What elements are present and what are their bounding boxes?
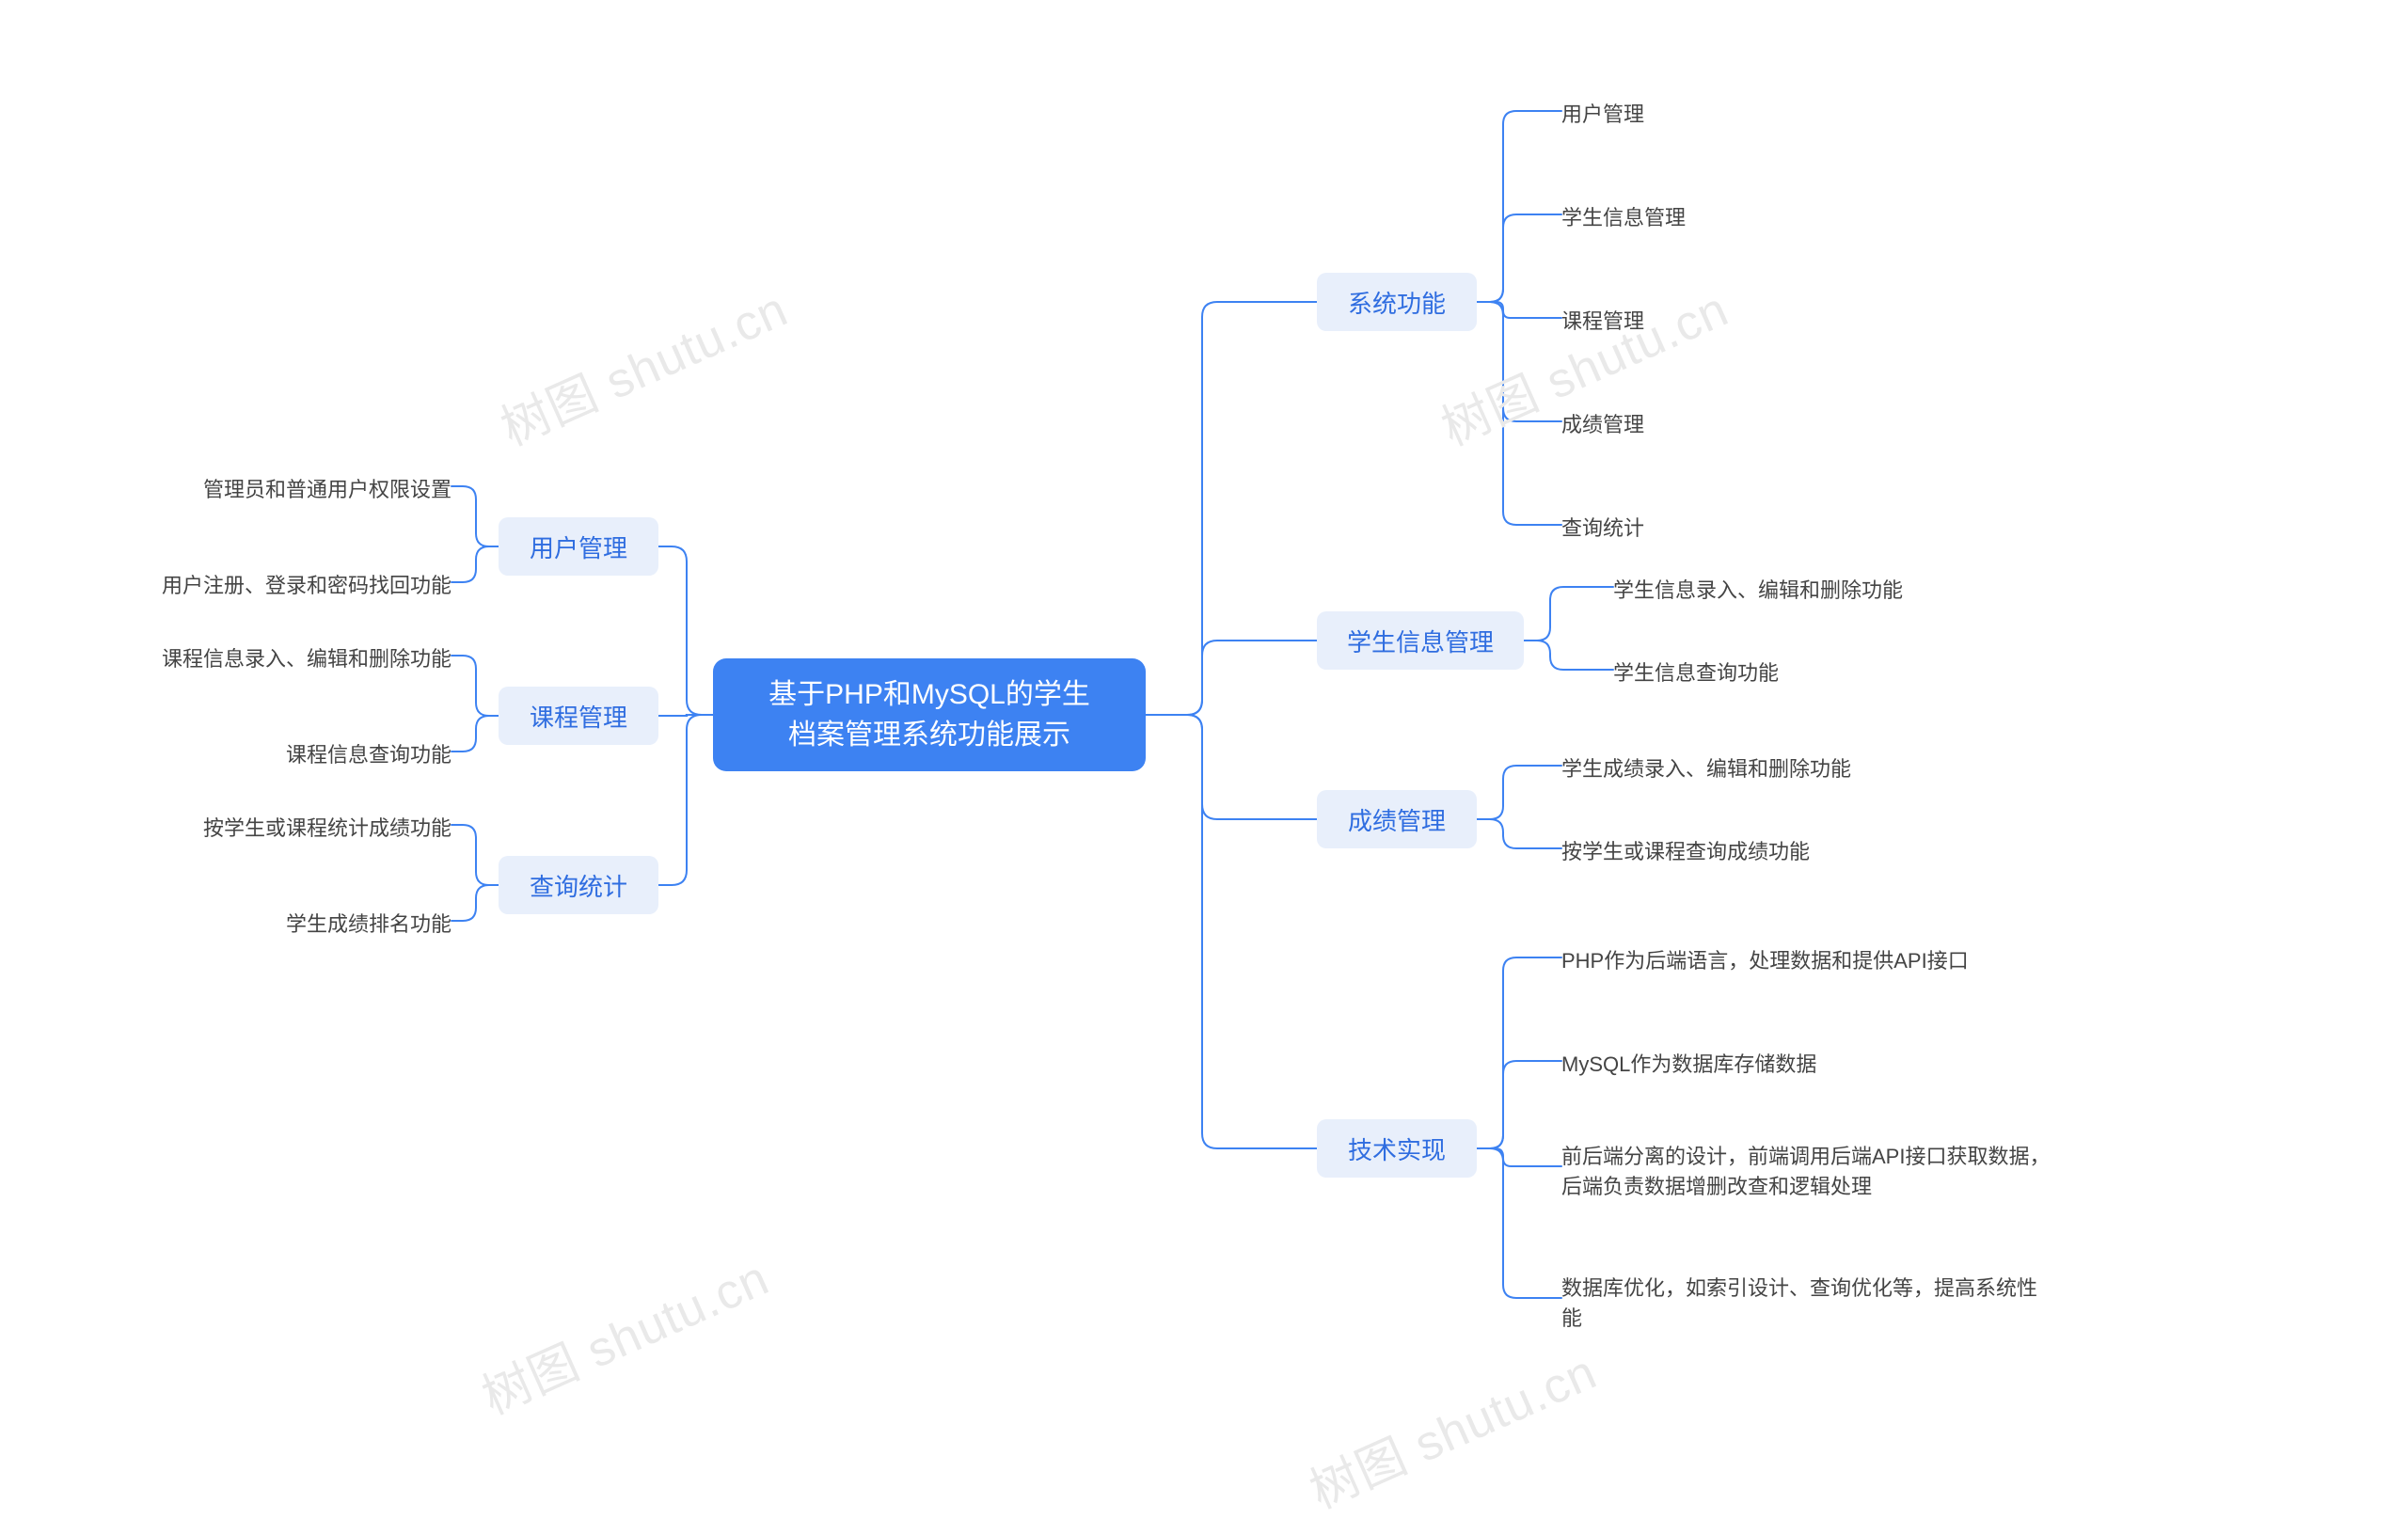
branch-node: 系统功能 (1317, 273, 1477, 331)
leaf-node: MySQL作为数据库存储数据 (1561, 1044, 1900, 1082)
leaf-text: 学生信息录入、编辑和删除功能 (1613, 574, 1903, 604)
branch-label: 查询统计 (530, 868, 627, 903)
leaf-text: 按学生或课程查询成绩功能 (1561, 835, 1810, 865)
branch-label: 技术实现 (1348, 1131, 1446, 1166)
root-line2: 档案管理系统功能展示 (788, 720, 1070, 751)
leaf-node: 查询统计 (1561, 508, 1750, 546)
leaf-text: MySQL作为数据库存储数据 (1561, 1048, 1816, 1078)
branch-node: 成绩管理 (1317, 790, 1477, 848)
branch-label: 学生信息管理 (1347, 624, 1494, 658)
leaf-text: 学生成绩录入、编辑和删除功能 (1561, 752, 1851, 783)
leaf-node: 前后端分离的设计，前端调用后端API接口获取数据，后端负责数据增删改查和逻辑处理 (1561, 1138, 2051, 1206)
leaf-node: 数据库优化，如索引设计、查询优化等，提高系统性能 (1561, 1270, 2051, 1337)
branch-node: 查询统计 (499, 856, 658, 914)
watermark: 树图 shutu.cn (1297, 1333, 1606, 1519)
watermark: 树图 shutu.cn (488, 270, 797, 459)
leaf-text: 课程信息录入、编辑和删除功能 (162, 642, 452, 672)
branch-label: 用户管理 (530, 530, 627, 564)
leaf-node: 成绩管理 (1561, 404, 1750, 442)
leaf-node: PHP作为后端语言，处理数据和提供API接口 (1561, 941, 2051, 978)
leaf-text: 学生信息查询功能 (1613, 657, 1779, 687)
branch-node: 用户管理 (499, 517, 658, 576)
branch-node: 学生信息管理 (1317, 611, 1524, 670)
branch-label: 系统功能 (1348, 285, 1446, 320)
leaf-node: 用户管理 (1561, 94, 1750, 132)
leaf-node: 课程管理 (1561, 301, 1750, 339)
leaf-node: 课程信息录入、编辑和删除功能 (103, 639, 452, 676)
leaf-text: 查询统计 (1561, 512, 1644, 542)
leaf-node: 按学生或课程查询成绩功能 (1561, 831, 1881, 869)
leaf-text: 管理员和普通用户权限设置 (203, 473, 452, 503)
leaf-text: PHP作为后端语言，处理数据和提供API接口 (1561, 944, 1969, 974)
branch-label: 课程管理 (530, 699, 627, 734)
mindmap-canvas: { "type": "mindmap", "background_color":… (0, 0, 2408, 1519)
leaf-text: 学生信息管理 (1561, 201, 1686, 231)
leaf-text: 成绩管理 (1561, 408, 1644, 438)
leaf-node: 按学生或课程统计成绩功能 (141, 808, 452, 846)
leaf-text: 用户管理 (1561, 98, 1644, 128)
leaf-node: 学生信息录入、编辑和删除功能 (1613, 570, 1971, 608)
branch-node: 技术实现 (1317, 1119, 1477, 1178)
watermark: 树图 shutu.cn (469, 1239, 778, 1428)
leaf-node: 学生成绩录入、编辑和删除功能 (1561, 749, 1919, 786)
leaf-text: 数据库优化，如索引设计、查询优化等，提高系统性能 (1561, 1274, 2051, 1334)
root-node: 基于PHP和MySQL的学生 档案管理系统功能展示 (713, 658, 1146, 771)
leaf-text: 课程管理 (1561, 305, 1644, 335)
leaf-node: 课程信息查询功能 (245, 735, 452, 772)
leaf-node: 学生成绩排名功能 (245, 904, 452, 941)
leaf-text: 学生成绩排名功能 (286, 908, 452, 938)
branch-node: 课程管理 (499, 687, 658, 745)
root-line1: 基于PHP和MySQL的学生 (768, 679, 1090, 710)
leaf-text: 用户注册、登录和密码找回功能 (162, 569, 452, 599)
leaf-text: 按学生或课程统计成绩功能 (203, 812, 452, 842)
leaf-node: 学生信息查询功能 (1613, 653, 1858, 690)
leaf-node: 用户注册、登录和密码找回功能 (103, 565, 452, 603)
leaf-node: 管理员和普通用户权限设置 (141, 469, 452, 507)
leaf-node: 学生信息管理 (1561, 198, 1750, 235)
leaf-text: 课程信息查询功能 (286, 738, 452, 768)
leaf-text: 前后端分离的设计，前端调用后端API接口获取数据，后端负责数据增删改查和逻辑处理 (1561, 1142, 2051, 1202)
branch-label: 成绩管理 (1348, 802, 1446, 837)
